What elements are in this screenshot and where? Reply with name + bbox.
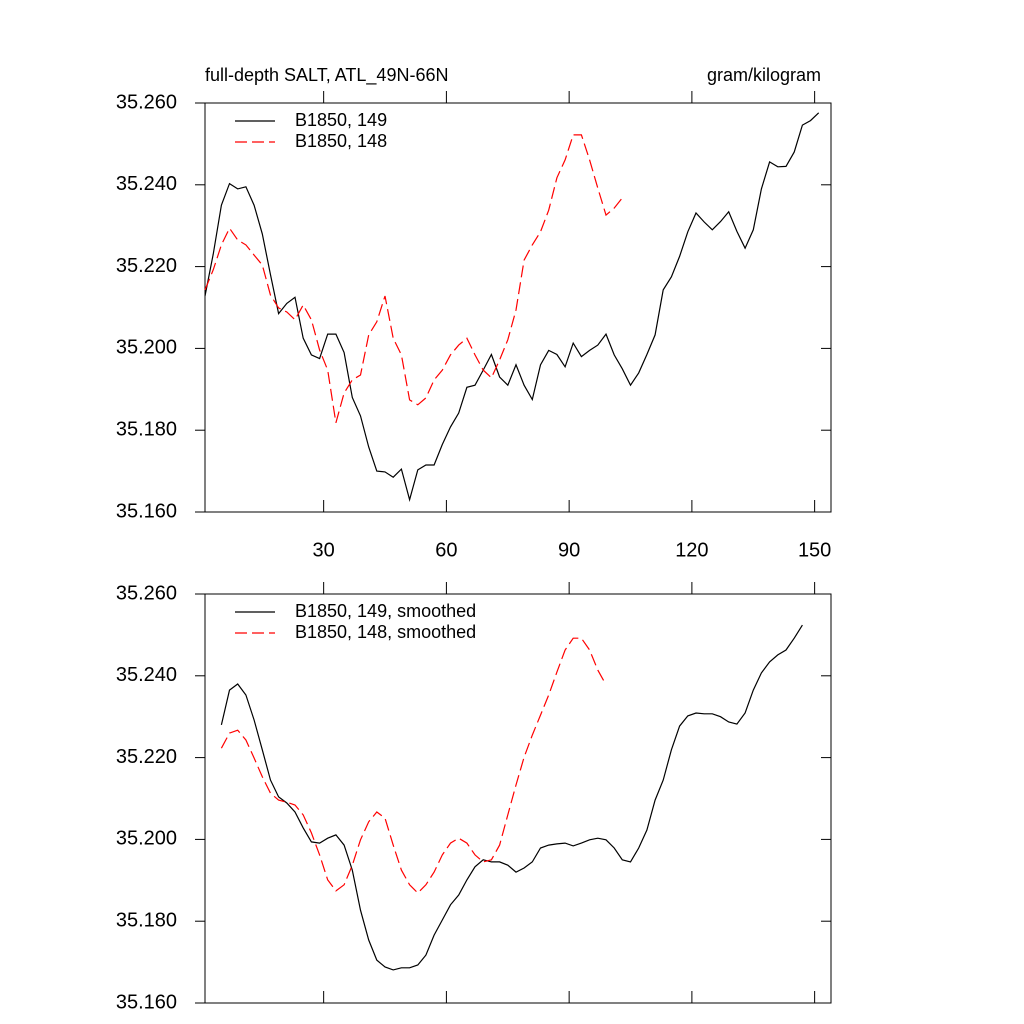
y-tick-label: 35.260 xyxy=(116,582,177,604)
series-line xyxy=(204,112,820,502)
series-line xyxy=(220,624,803,971)
legend-label: B1850, 149, smoothed xyxy=(295,601,476,621)
series-line xyxy=(220,637,607,894)
units-label: gram/kilogram xyxy=(707,65,821,85)
y-tick-label: 35.180 xyxy=(116,418,177,440)
x-tick-label: 90 xyxy=(558,539,580,561)
legend-label: B1850, 149 xyxy=(295,110,387,130)
y-tick-label: 35.220 xyxy=(116,746,177,768)
series-line xyxy=(204,134,623,423)
y-tick-label: 35.160 xyxy=(116,991,177,1013)
y-tick-label: 35.240 xyxy=(116,664,177,686)
x-tick-label: 120 xyxy=(675,539,708,561)
y-tick-label: 35.200 xyxy=(116,337,177,359)
y-tick-label: 35.240 xyxy=(116,173,177,195)
plot-frame xyxy=(204,102,832,513)
legend-label: B1850, 148 xyxy=(295,131,387,151)
x-tick-label: 150 xyxy=(798,539,831,561)
x-tick-label: 60 xyxy=(435,539,457,561)
y-tick-label: 35.260 xyxy=(116,91,177,113)
y-tick-label: 35.180 xyxy=(116,909,177,931)
y-tick-label: 35.200 xyxy=(116,828,177,850)
x-tick-label: 30 xyxy=(313,539,335,561)
legend-label: B1850, 148, smoothed xyxy=(295,622,476,642)
y-tick-label: 35.160 xyxy=(116,500,177,522)
plot-frame xyxy=(204,593,832,1004)
chart-title: full-depth SALT, ATL_49N-66N xyxy=(205,65,448,86)
y-tick-label: 35.220 xyxy=(116,255,177,277)
